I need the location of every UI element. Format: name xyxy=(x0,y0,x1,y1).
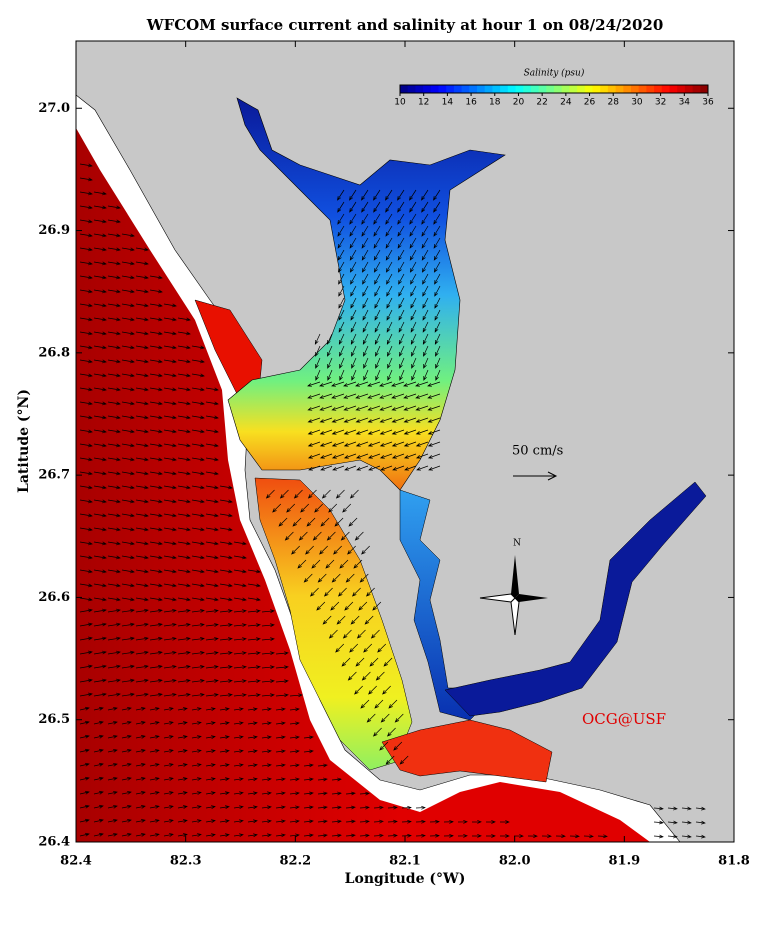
colorbar-frame xyxy=(399,84,709,94)
colorbar-cell xyxy=(530,85,540,93)
colorbar-tick-label: 26 xyxy=(584,98,596,108)
colorbar-cell xyxy=(423,85,432,93)
x-tick-label: 81.9 xyxy=(608,854,640,869)
colorbar-cell xyxy=(407,85,416,93)
current-vectors xyxy=(79,163,706,839)
colorbar-cell xyxy=(584,85,593,93)
x-tick-label: 82.1 xyxy=(389,854,421,869)
colorbar: 10 12 14 16 18 20 22 24 26 28 30 32 34 36 xyxy=(394,84,714,108)
y-tick-label: 26.7 xyxy=(38,468,70,483)
colorbar-cell xyxy=(469,85,478,93)
north-arrow xyxy=(479,555,548,636)
colorbar-cell xyxy=(538,85,547,93)
colorbar-cell xyxy=(677,85,686,93)
colorbar-cell xyxy=(546,85,555,93)
colorbar-cell xyxy=(592,85,601,93)
colorbar-tick-label: 14 xyxy=(442,98,454,108)
colorbar-cell xyxy=(631,85,640,93)
colorbar-cell xyxy=(400,85,409,93)
colorbar-cell xyxy=(600,85,609,93)
axes: 82.4 82.3 82.2 82.1 82.0 81.9 81.8 26.4 26.5 26.6… xyxy=(38,41,750,869)
gulf xyxy=(76,128,650,842)
colorbar-tick-label: 20 xyxy=(513,98,525,108)
x-tick-label: 81.8 xyxy=(718,854,750,869)
colorbar-cell xyxy=(507,85,516,93)
north-label: N xyxy=(513,539,521,549)
colorbar-cell xyxy=(523,85,532,93)
colorbar-label: Salinity (psu) xyxy=(524,68,585,79)
colorbar-cell xyxy=(692,85,701,93)
colorbar-cell xyxy=(654,85,663,93)
colorbar-cell xyxy=(623,85,632,93)
colorbar-cell xyxy=(669,85,678,93)
colorbar-cell xyxy=(684,85,694,93)
caloosahatchee xyxy=(444,481,707,717)
colorbar-cell xyxy=(646,85,655,93)
colorbar-tick-label: 18 xyxy=(489,98,501,108)
colorbar-tick-label: 16 xyxy=(465,98,477,108)
x-tick-label: 82.4 xyxy=(60,854,92,869)
colorbar-cell xyxy=(638,85,647,93)
colorbar-tick-label: 36 xyxy=(702,98,714,108)
y-tick-label: 26.6 xyxy=(38,590,70,605)
colorbar-tick-label: 32 xyxy=(655,98,666,108)
colorbar-cell xyxy=(477,85,486,93)
colorbar-tick-label: 30 xyxy=(631,98,643,108)
colorbar-cell xyxy=(430,85,439,93)
colorbar-cell xyxy=(569,85,578,93)
x-tick-label: 82.2 xyxy=(279,854,311,869)
colorbar-cell xyxy=(700,85,709,93)
y-tick-label: 26.8 xyxy=(38,345,70,360)
colorbar-cell xyxy=(492,85,501,93)
colorbar-cell xyxy=(500,85,509,93)
colorbar-tick-label: 10 xyxy=(394,98,406,108)
y-tick-label: 27.0 xyxy=(38,101,70,116)
colorbar-cell xyxy=(446,85,455,93)
title: WFCOM surface current and salinity at ho… xyxy=(146,16,664,34)
colorbar-cell xyxy=(607,85,617,93)
colorbar-cell xyxy=(577,85,586,93)
y-tick-label: 26.9 xyxy=(38,223,70,238)
colorbar-cell xyxy=(415,85,424,93)
colorbar-cell xyxy=(661,85,670,93)
scale-arrow xyxy=(513,471,558,481)
y-tick-label: 26.5 xyxy=(38,712,70,727)
colorbar-tick-label: 34 xyxy=(679,98,691,108)
colorbar-cell xyxy=(515,85,524,93)
x-tick-label: 82.3 xyxy=(170,854,202,869)
y-axis-label: Latitude (°N) xyxy=(16,389,32,493)
credit: OCG@USF xyxy=(582,710,666,728)
map xyxy=(76,41,734,842)
scale-label: 50 cm/s xyxy=(512,444,563,459)
colorbar-cell xyxy=(461,85,470,93)
colorbar-tick-label: 24 xyxy=(560,98,572,108)
x-axis-label: Longitude (°W) xyxy=(345,871,466,887)
colorbar-tick-label: 22 xyxy=(536,98,547,108)
colorbar-cell xyxy=(453,85,463,93)
y-tick-label: 26.4 xyxy=(38,835,70,850)
x-tick-label: 82.0 xyxy=(499,854,531,869)
colorbar-cell xyxy=(615,85,624,93)
colorbar-cell xyxy=(438,85,447,93)
colorbar-tick-label: 12 xyxy=(418,98,429,108)
san-carlos-bay xyxy=(381,719,553,783)
colorbar-cell xyxy=(554,85,563,93)
colorbar-cell xyxy=(561,85,570,93)
colorbar-tick-label: 28 xyxy=(608,98,620,108)
colorbar-cell xyxy=(484,85,493,93)
